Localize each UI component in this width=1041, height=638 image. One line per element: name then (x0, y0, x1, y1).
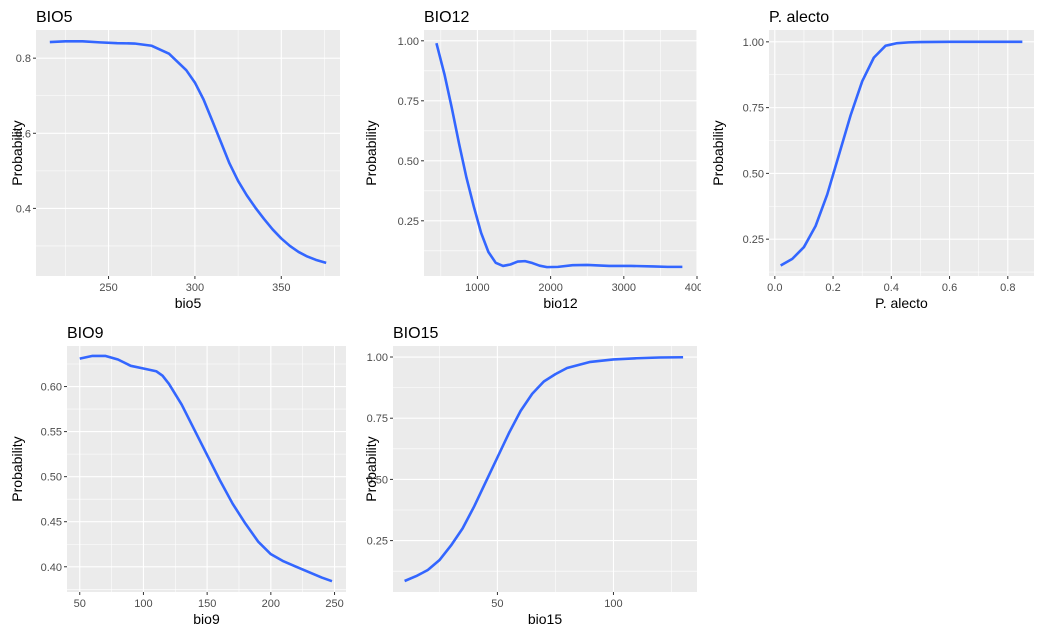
x-tick-label: 100 (604, 598, 622, 610)
x-tick-label: 0.4 (884, 282, 899, 294)
y-tick-label: 0.25 (367, 536, 388, 548)
y-tick-label: 0.75 (398, 96, 419, 108)
series-line-bio12 (435, 42, 683, 269)
y-tick-label: 0.40 (41, 562, 62, 574)
x-tick-label: 0.8 (1000, 282, 1015, 294)
panel-bio12: 0.25 0.50 0.75 1.00 1000 2000 3000 4000 BIO12 bio… (363, 9, 709, 311)
panel-background (67, 346, 346, 592)
panel-bio15: 0.25 0.50 0.75 1.00 50 100 BIO15 bio15 Probabili… (363, 325, 697, 627)
y-tick-label: 0.75 (367, 413, 388, 425)
y-tick-label: 0.50 (367, 474, 388, 486)
x-axis-title: bio15 (528, 611, 562, 627)
x-tick-label: 3000 (612, 282, 636, 294)
panel-bio5: 0.4 0.6 0.8 250 300 350 BIO5 bio5 Probability (9, 9, 340, 311)
x-axis-title: bio9 (193, 611, 220, 627)
y-tick-label: 0.45 (41, 517, 62, 529)
chart-title: BIO12 (424, 9, 469, 26)
gridlines (36, 30, 340, 276)
y-tick-label: 0.75 (743, 103, 764, 115)
x-tick-label: 350 (272, 282, 290, 294)
y-tick-label: 1.00 (367, 352, 388, 364)
x-axis-title: bio5 (175, 295, 202, 311)
y-tick-label: 1.00 (398, 36, 419, 48)
chart-title: P. alecto (769, 9, 829, 26)
series-line-bio9 (79, 354, 333, 583)
y-tick-label: 0.60 (41, 382, 62, 394)
panel-background (393, 346, 697, 592)
y-axis-title: Probability (9, 120, 25, 185)
x-axis-title: P. alecto (875, 295, 928, 311)
chart-title: BIO5 (36, 9, 73, 26)
x-tick-label: 200 (262, 598, 280, 610)
y-axis-title: Probability (363, 120, 379, 185)
y-axis-title: Probability (9, 436, 25, 501)
panel-p-alecto: 0.25 0.50 0.75 1.00 0.0 0.2 0.4 0.6 0.8 P. alecto… (710, 9, 1034, 311)
x-tick-label: 50 (491, 598, 503, 610)
y-tick-label: 0.8 (16, 53, 31, 65)
y-axis-title: Probability (710, 120, 726, 185)
panel-background (769, 30, 1034, 276)
x-tick-label: 250 (99, 282, 117, 294)
gridlines (393, 346, 697, 592)
series-line-bio5 (49, 39, 327, 265)
y-tick-label: 1.00 (743, 37, 764, 49)
series-line-p-alecto (780, 40, 1023, 267)
y-tick-label: 0.50 (41, 472, 62, 484)
chart-title: BIO9 (67, 325, 104, 342)
panel-background (424, 30, 697, 276)
x-tick-label: 100 (134, 598, 152, 610)
panel-bio9: 0.40 0.45 0.50 0.55 0.60 50 100 150 200 250 BIO9 bi… (9, 325, 346, 627)
x-axis-title: bio12 (543, 295, 577, 311)
y-tick-label: 0.25 (398, 216, 419, 228)
series-line-bio15 (404, 355, 684, 583)
x-tick-label: 0.2 (825, 282, 840, 294)
x-tick-label: 150 (198, 598, 216, 610)
x-tick-label: 50 (74, 598, 86, 610)
y-axis-title: Probability (363, 436, 379, 501)
gridlines (67, 346, 346, 592)
y-tick-label: 0.55 (41, 427, 62, 439)
y-tick-label: 0.50 (743, 168, 764, 180)
y-tick-label: 0.50 (398, 156, 419, 168)
chart-title: BIO15 (393, 325, 438, 342)
x-tick-label: 1000 (465, 282, 489, 294)
x-tick-label: 0.0 (767, 282, 782, 294)
x-tick-label: 250 (325, 598, 343, 610)
x-tick-label: 300 (186, 282, 204, 294)
x-tick-label: 4000 (685, 282, 709, 294)
x-tick-label: 2000 (538, 282, 562, 294)
y-tick-label: 0.4 (16, 203, 31, 215)
x-tick-label: 0.6 (942, 282, 957, 294)
y-tick-label: 0.25 (743, 234, 764, 246)
panel-background (36, 30, 340, 276)
y-tick-label: 0.6 (16, 128, 31, 140)
